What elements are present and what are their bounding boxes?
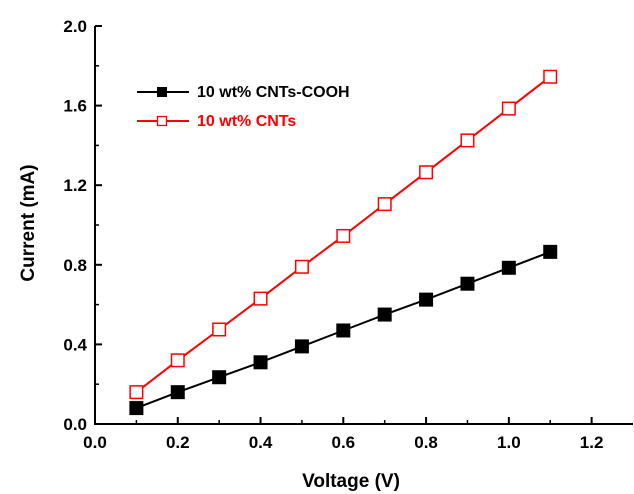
x-tick-label: 0.6 [331, 433, 355, 452]
x-axis-title: Voltage (V) [302, 471, 400, 492]
data-point-0 [170, 385, 185, 400]
data-point-0 [212, 370, 227, 385]
data-point-0 [543, 244, 558, 259]
data-point-0 [129, 401, 144, 416]
y-tick-label: 0.4 [63, 335, 87, 354]
axes [94, 25, 633, 425]
data-point-0 [419, 292, 434, 307]
legend-marker-filled-square [157, 87, 167, 97]
data-point-1 [419, 165, 434, 180]
legend-label-cnts-cooh: 10 wt% CNTs-COOH [197, 84, 350, 101]
data-point-0 [501, 260, 516, 275]
data-point-0 [377, 307, 392, 322]
y-tick-label: 0.0 [63, 415, 87, 434]
x-tick-label: 1.0 [497, 433, 521, 452]
y-tick-label: 1.6 [63, 97, 87, 116]
x-tick-label: 0.0 [83, 433, 107, 452]
tick-labels: 0.0 0.2 0.4 0.6 0.8 1.0 1.2 0.0 0.4 0.8 1.2 1.6 2.0 [63, 17, 603, 452]
x-tick-label: 1.2 [580, 433, 604, 452]
data-point-1 [377, 197, 392, 212]
data-point-0 [460, 276, 475, 291]
y-tick-label: 1.2 [63, 176, 87, 195]
data-point-1 [212, 322, 227, 337]
x-tick-label: 0.2 [166, 433, 190, 452]
data-point-0 [294, 339, 309, 354]
data-point-1 [543, 69, 558, 84]
data-point-0 [253, 355, 268, 370]
data-point-1 [253, 291, 268, 306]
data-point-1 [170, 353, 185, 368]
x-tick-label: 0.4 [249, 433, 273, 452]
legend-entry-cnts [137, 115, 189, 127]
y-axis-title: Current (mA) [18, 164, 39, 281]
x-tick-label: 0.8 [414, 433, 438, 452]
y-tick-label: 2.0 [63, 17, 87, 36]
plot-marks [129, 69, 558, 416]
data-point-1 [501, 101, 516, 116]
legend-marker-open-square [156, 115, 168, 127]
data-point-1 [460, 133, 475, 148]
legend-entry-cnts-cooh [137, 87, 189, 97]
data-point-1 [294, 259, 309, 274]
y-tick-label: 0.8 [63, 256, 87, 275]
data-point-1 [129, 385, 144, 400]
data-point-1 [336, 228, 351, 243]
data-point-0 [336, 323, 351, 338]
legend: 10 wt% CNTs-COOH 10 wt% CNTs [137, 84, 350, 130]
legend-label-cnts: 10 wt% CNTs [197, 113, 296, 130]
